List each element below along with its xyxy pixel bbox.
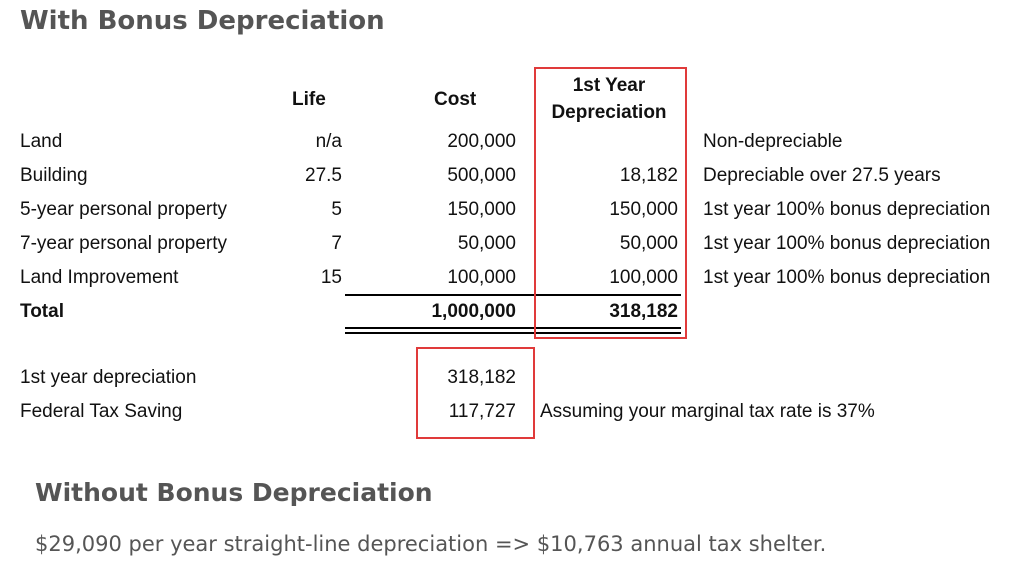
row-depreciation: 100,000 [609, 267, 678, 288]
row-depreciation: 50,000 [619, 233, 678, 254]
row-note: 1st year 100% bonus depreciation [703, 267, 991, 288]
column-header-life: Life [292, 89, 326, 110]
row-label: Building [20, 165, 88, 186]
summary-label: Federal Tax Saving [20, 401, 183, 422]
summary-value: 117,727 [448, 401, 516, 422]
row-life: n/a [315, 131, 342, 152]
summary-note: Assuming your marginal tax rate is 37% [540, 401, 875, 422]
row-life: 7 [331, 233, 342, 254]
row-life: 15 [320, 267, 342, 288]
column-header-depreciation-line2: Depreciation [551, 102, 667, 123]
row-label: 5-year personal property [20, 199, 227, 220]
row-depreciation: 150,000 [609, 199, 678, 220]
column-header-cost: Cost [434, 89, 477, 110]
row-note: 1st year 100% bonus depreciation [703, 199, 991, 220]
row-note: Depreciable over 27.5 years [703, 165, 941, 186]
row-cost: 50,000 [457, 233, 516, 254]
row-label: Land Improvement [20, 267, 179, 288]
depreciation-highlight-box [534, 67, 687, 339]
summary-label: 1st year depreciation [20, 367, 197, 388]
row-note: Non-depreciable [703, 131, 843, 152]
summary-highlight-box [416, 347, 535, 439]
row-cost: 200,000 [447, 131, 516, 152]
row-life: 27.5 [305, 165, 342, 186]
total-depreciation: 318,182 [609, 301, 678, 322]
total-cost: 1,000,000 [431, 301, 516, 322]
total-double-rule-2 [345, 332, 681, 334]
total-top-rule [345, 294, 681, 296]
total-label: Total [20, 301, 64, 322]
without-bonus-text: $29,090 per year straight-line depreciat… [35, 532, 827, 556]
row-cost: 100,000 [447, 267, 516, 288]
row-life: 5 [331, 199, 342, 220]
row-label: 7-year personal property [20, 233, 227, 254]
row-cost: 500,000 [447, 165, 516, 186]
row-depreciation: 18,182 [619, 165, 678, 186]
row-note: 1st year 100% bonus depreciation [703, 233, 991, 254]
heading-with-bonus: With Bonus Depreciation [20, 6, 385, 36]
column-header-depreciation-line1: 1st Year [572, 75, 646, 96]
total-double-rule-1 [345, 327, 681, 329]
summary-value: 318,182 [447, 367, 516, 388]
row-label: Land [20, 131, 63, 152]
heading-without-bonus: Without Bonus Depreciation [35, 478, 433, 507]
row-cost: 150,000 [447, 199, 516, 220]
